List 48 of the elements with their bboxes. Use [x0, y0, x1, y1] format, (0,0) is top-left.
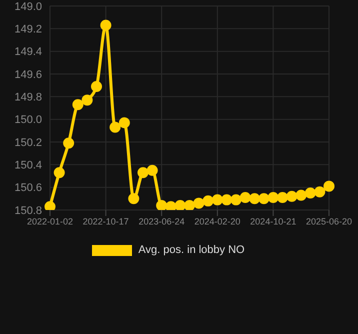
y-tick-label: 149.0: [14, 0, 42, 13]
y-tick-label: 149.8: [14, 92, 42, 104]
point: [156, 200, 168, 210]
point: [82, 94, 93, 106]
point: [314, 186, 326, 198]
point: [138, 167, 148, 178]
point: [174, 200, 186, 210]
point: [184, 200, 195, 210]
point: [249, 193, 260, 204]
point: [72, 99, 84, 110]
y-tick-label: 150.8: [14, 204, 42, 217]
point: [118, 117, 130, 128]
point: [165, 201, 176, 210]
y-tick-label: 150.6: [14, 182, 42, 194]
x-tick-label: 2023-06-24: [138, 216, 185, 226]
y-tick-label: 149.6: [14, 68, 42, 81]
point: [230, 194, 242, 206]
point: [91, 80, 102, 92]
x-tick-label: 2024-10-21: [250, 216, 296, 226]
point: [296, 190, 307, 201]
legend-label: Avg. pos. in lobby NO: [138, 244, 245, 256]
point: [304, 188, 316, 198]
y-tick-label: 150.0: [14, 114, 42, 126]
y-tick-label: 149.2: [14, 24, 42, 36]
x-tick-label: 2022-10-17: [82, 216, 129, 226]
y-tick-label: 150.4: [14, 160, 42, 172]
x-tick-label: 2024-02-20: [194, 216, 240, 226]
y-tick-label: 149.4: [14, 46, 42, 58]
point: [110, 122, 121, 133]
point: [286, 190, 298, 202]
point: [100, 20, 112, 31]
point: [193, 198, 204, 209]
point: [63, 138, 74, 149]
point: [258, 193, 270, 204]
point: [44, 201, 56, 210]
point: [221, 194, 232, 206]
point: [212, 194, 223, 206]
x-tick-label: 2025-06-20: [306, 216, 352, 226]
y-tick-label: 150.2: [14, 136, 42, 149]
point: [268, 192, 279, 204]
point: [146, 164, 158, 176]
point: [324, 180, 334, 192]
x-tick-label: 2022-01-02: [26, 216, 74, 226]
point: [54, 167, 65, 178]
point: [128, 193, 140, 204]
point: [277, 192, 288, 204]
point: [202, 195, 214, 206]
point: [240, 192, 251, 204]
